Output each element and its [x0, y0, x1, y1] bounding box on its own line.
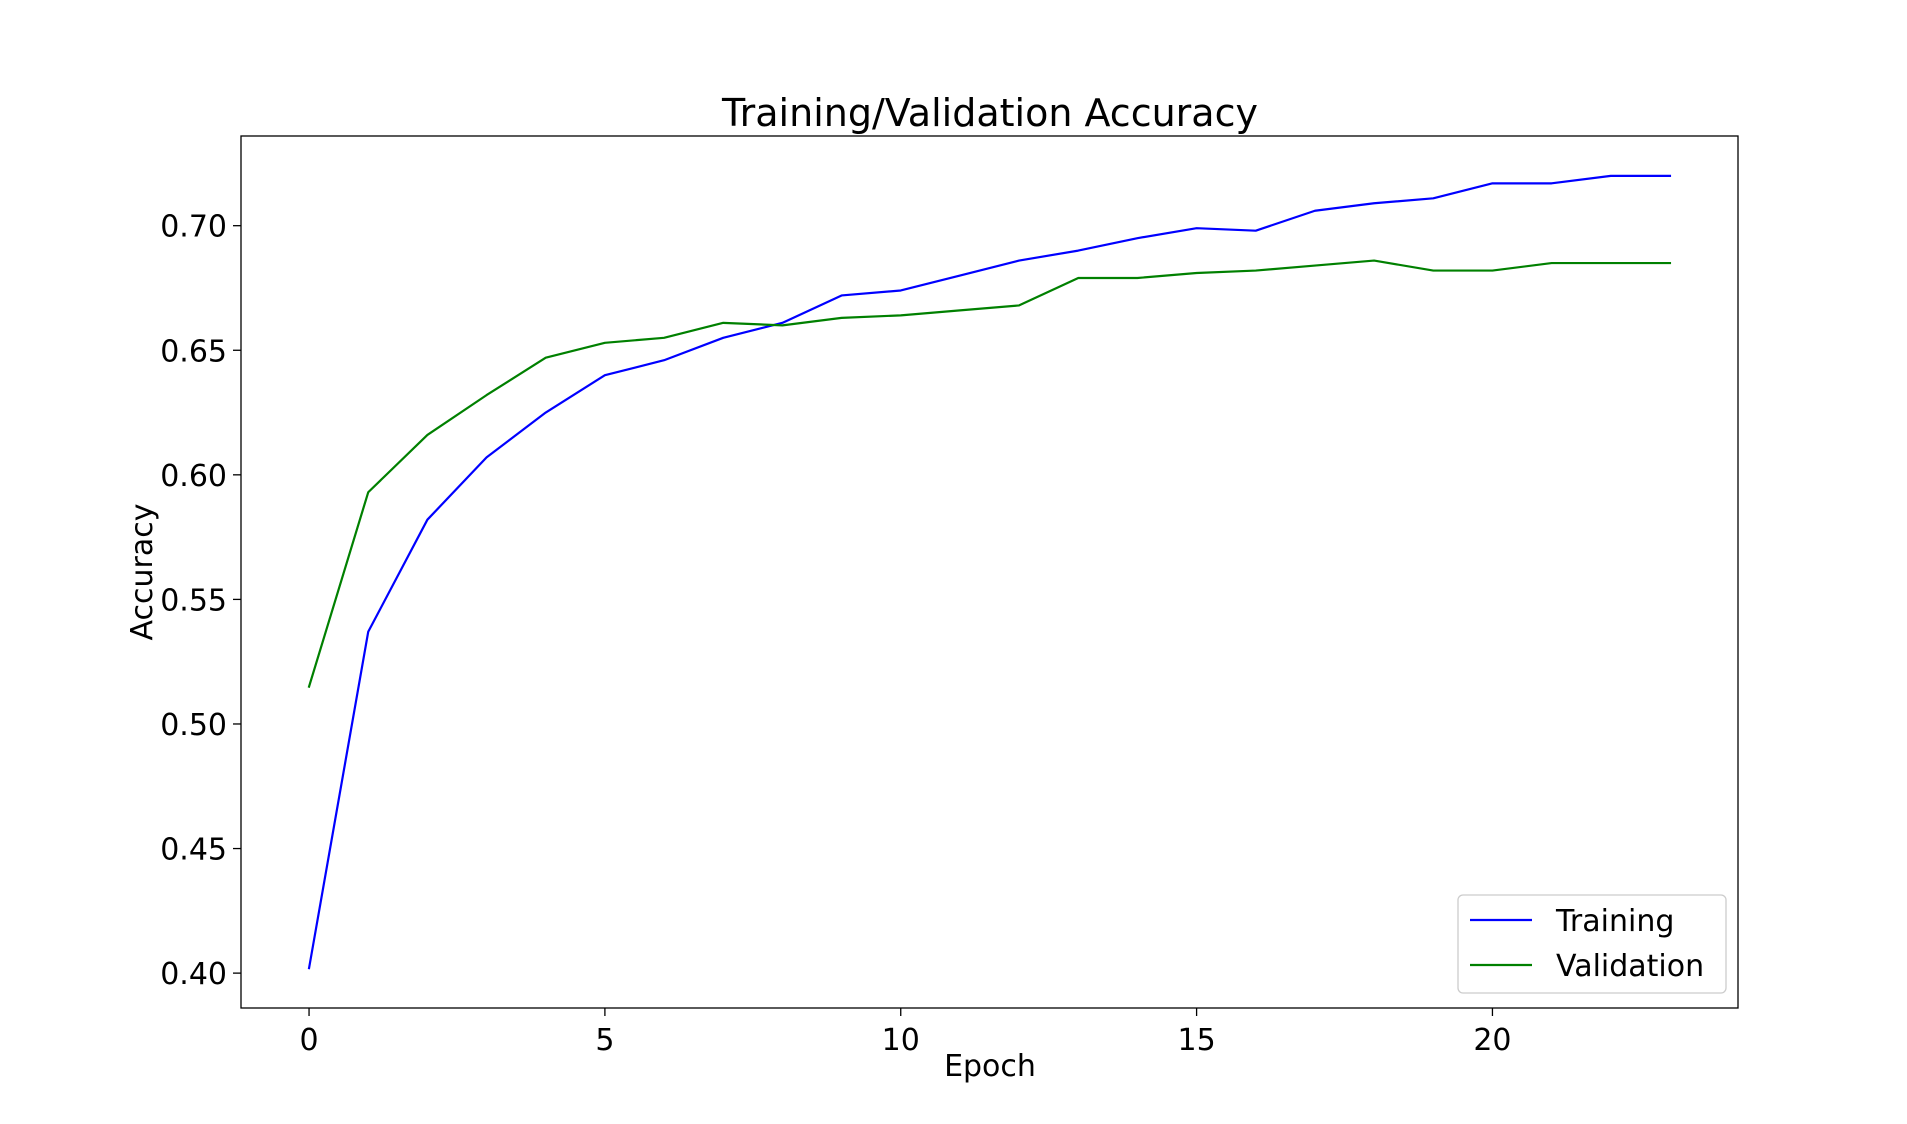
y-tick-label: 0.65 — [160, 334, 227, 369]
y-axis-label: Accuracy — [125, 504, 160, 641]
x-tick-label: 5 — [595, 1023, 614, 1058]
legend-label-training: Training — [1555, 904, 1674, 939]
x-tick-label: 20 — [1473, 1023, 1511, 1058]
x-axis-label: Epoch — [944, 1049, 1036, 1084]
x-tick-label: 15 — [1178, 1023, 1216, 1058]
y-tick-label: 0.40 — [160, 957, 227, 992]
series-line-training — [307, 174, 1672, 970]
plot-frame — [240, 135, 1739, 1009]
legend-label-validation: Validation — [1556, 949, 1704, 984]
x-tick-label: 0 — [299, 1023, 318, 1058]
y-tick-label: 0.50 — [160, 708, 227, 743]
legend: Training Validation — [1457, 894, 1727, 994]
y-tick-label: 0.55 — [160, 583, 227, 618]
plot-area: 0 5 10 15 20 0.40 0.45 0.50 0.55 0.60 0.65 0.70 — [160, 135, 1739, 1058]
x-tick-label: 10 — [882, 1023, 920, 1058]
y-tick-label: 0.70 — [160, 210, 227, 245]
chart-title: Training/Validation Accuracy — [721, 91, 1258, 135]
series-line-validation — [307, 259, 1672, 688]
y-tick-label: 0.60 — [160, 459, 227, 494]
y-tick-label: 0.45 — [160, 833, 227, 868]
